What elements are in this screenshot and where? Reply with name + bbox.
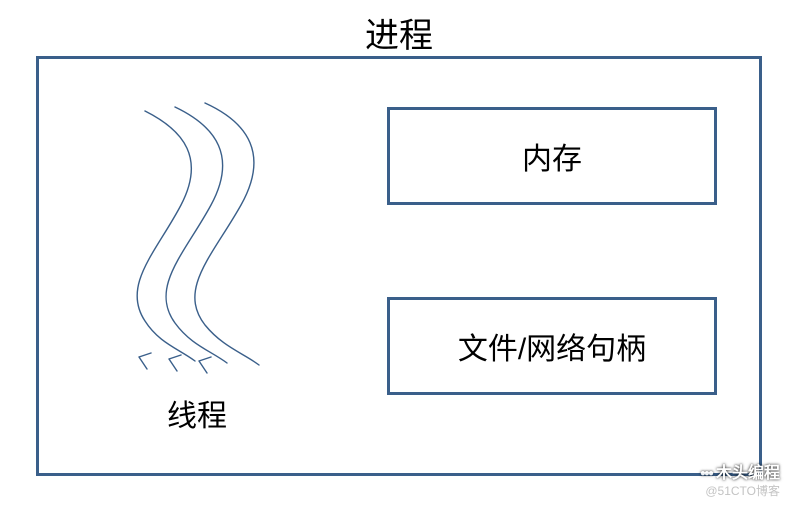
- watermark: ●●● 木头编程 @51CTO博客: [700, 464, 780, 499]
- watermark-line-1: ●●● 木头编程: [700, 464, 780, 484]
- file-network-handle-box: 文件/网络句柄: [387, 297, 717, 395]
- watermark-text-1: 木头编程: [716, 464, 780, 484]
- wechat-icon: ●●●: [700, 468, 712, 481]
- threads-icon: [109, 99, 319, 379]
- watermark-line-2: @51CTO博客: [700, 484, 780, 499]
- file-network-handle-label: 文件/网络句柄: [458, 324, 646, 368]
- memory-label: 内存: [522, 134, 582, 178]
- memory-box: 内存: [387, 107, 717, 205]
- diagram-title: 进程: [365, 8, 433, 57]
- threads-label: 线程: [167, 391, 227, 435]
- process-container: 线程 内存 文件/网络句柄: [36, 56, 762, 476]
